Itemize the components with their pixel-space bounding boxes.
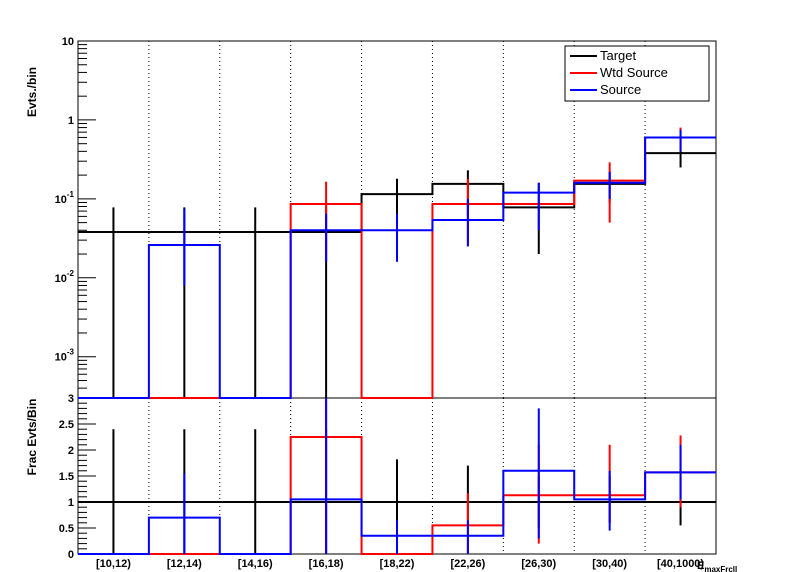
x-tick-label: [30,40) <box>592 558 627 570</box>
series-wtd-source <box>78 127 716 399</box>
series-source <box>78 398 716 555</box>
y-tick-label: 3 <box>68 393 74 405</box>
y-tick-label-exponent: -3 <box>67 348 75 357</box>
histogram-line <box>78 136 716 399</box>
bottom-series-group <box>78 398 716 555</box>
top-y-axis-title: Evts./bin <box>25 67 39 117</box>
bottom-y-axis-title: Frac Evts/Bin <box>25 399 39 476</box>
y-tick-label: 0.5 <box>59 523 74 535</box>
legend-label-wtd-source: Wtd Source <box>600 65 668 80</box>
y-tick-label: 1.5 <box>59 471 74 483</box>
x-tick-label: [12,14) <box>167 558 202 570</box>
series-target <box>78 138 716 398</box>
legend-label-source: Source <box>600 82 641 97</box>
bottom-y-axis: 0 0.5 1 1.5 2 2.5 3 <box>59 393 96 561</box>
y-tick-label: 2.5 <box>59 419 74 431</box>
y-tick-label-exponent: -2 <box>67 269 75 278</box>
legend-label-target: Target <box>600 48 637 63</box>
y-tick-label-base: 10 <box>55 194 67 206</box>
x-tick-label: [10,12) <box>96 558 131 570</box>
top-series-group <box>78 127 716 399</box>
y-tick-label: 10-3 <box>55 348 75 364</box>
histogram-line <box>78 136 716 399</box>
y-tick-label-base: 1 <box>68 115 74 127</box>
y-tick-label-base: 10 <box>55 352 67 364</box>
x-tick-label: [26,30) <box>521 558 556 570</box>
histogram-line <box>78 152 716 234</box>
y-tick-label-base: 10 <box>55 273 67 285</box>
series-source <box>78 129 716 399</box>
x-axis: [10,12) [12,14) [14,16) [16,18) [18,22) [22,2… <box>96 558 704 570</box>
y-tick-label: 1 <box>68 115 74 127</box>
x-axis-title-sub: maxFrcll <box>704 565 737 572</box>
x-tick-label: [14,16) <box>238 558 273 570</box>
x-axis-title-main: E <box>697 560 704 572</box>
histogram-line <box>78 469 716 555</box>
y-tick-label: 1 <box>68 497 74 509</box>
y-tick-label-base: 10 <box>62 36 74 48</box>
x-tick-label: [40,1000) <box>657 558 704 570</box>
y-tick-label: 10 <box>62 36 74 48</box>
y-tick-label: 0 <box>68 549 74 561</box>
x-axis-title: EmaxFrcll <box>697 560 737 572</box>
x-tick-label: [16,18) <box>309 558 344 570</box>
x-tick-label: [18,22) <box>380 558 415 570</box>
y-tick-label: 10-1 <box>55 190 75 206</box>
y-tick-label: 10-2 <box>55 269 75 285</box>
legend: Target Wtd Source Source <box>564 45 710 102</box>
y-tick-label-exponent: -1 <box>67 190 75 199</box>
y-tick-label: 2 <box>68 445 74 457</box>
x-tick-label: [22,26) <box>450 558 485 570</box>
